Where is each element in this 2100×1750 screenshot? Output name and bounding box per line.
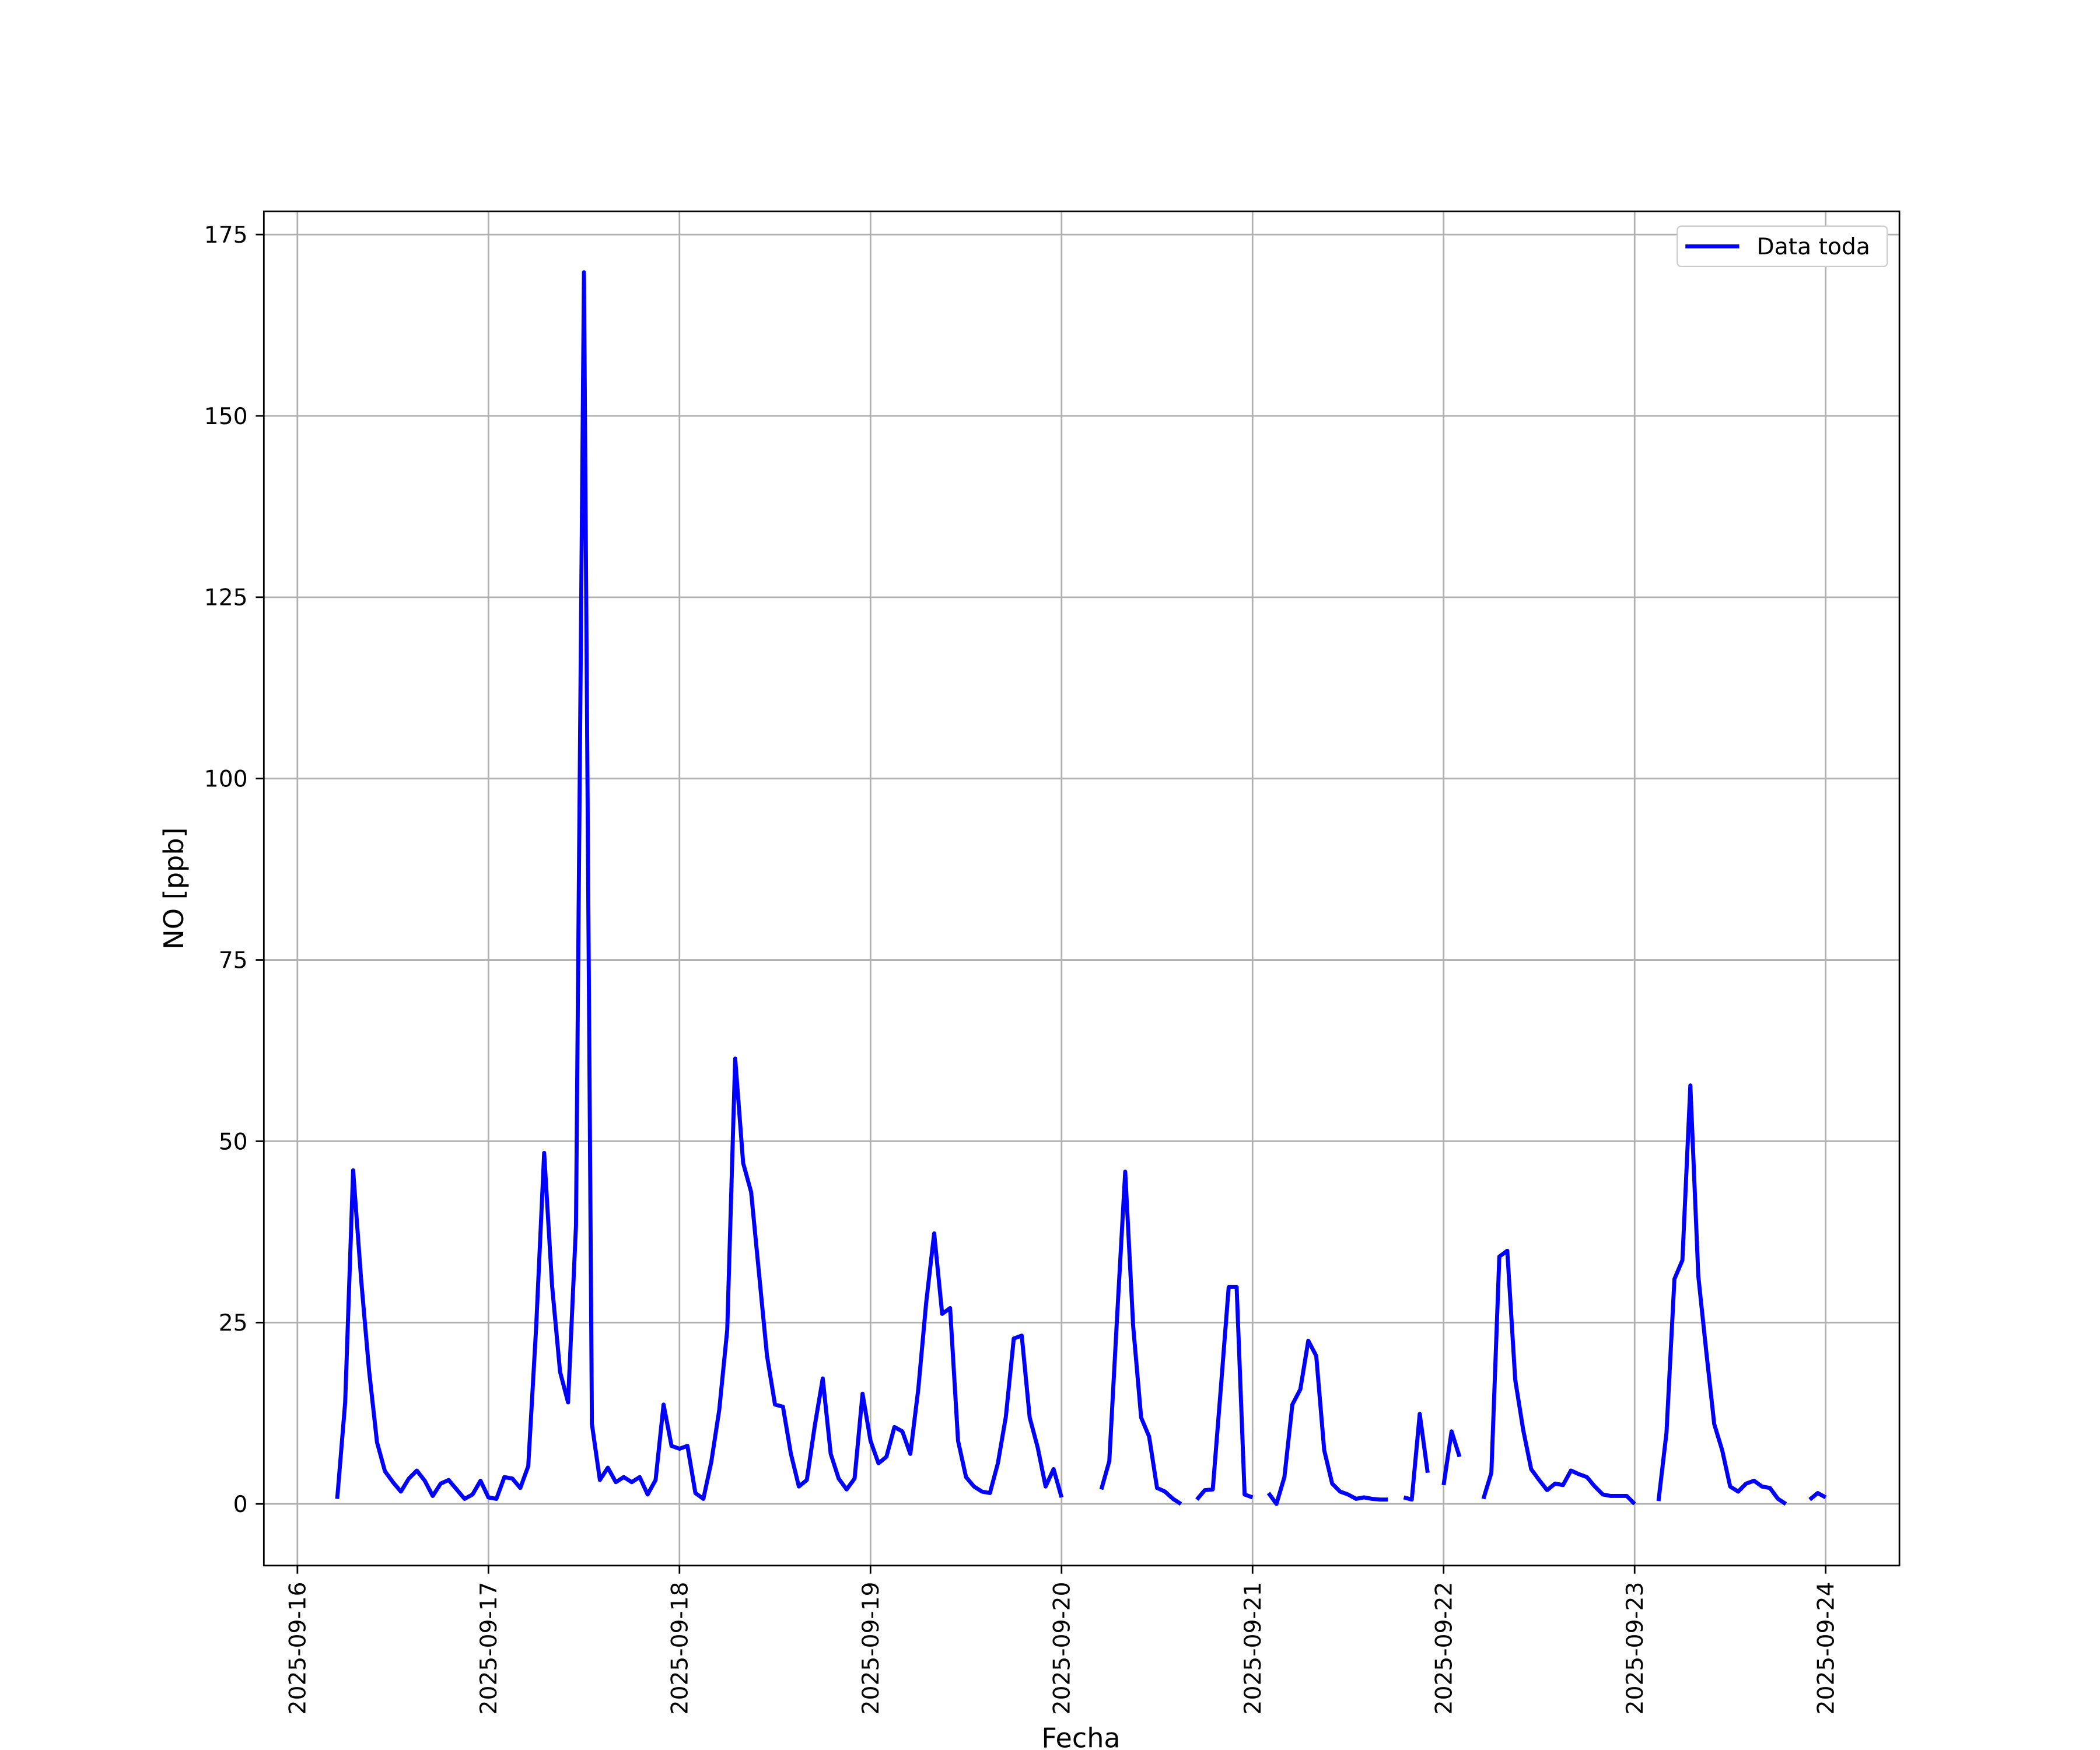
x-tick-label: 2025-09-21 — [1240, 1582, 1266, 1715]
y-tick-label: 125 — [204, 585, 248, 611]
grid — [264, 211, 1900, 1566]
legend: Data toda — [1676, 225, 1888, 268]
axes-frame — [262, 210, 1901, 1567]
x-tick-label: 2025-09-19 — [858, 1582, 884, 1715]
x-tick-label: 2025-09-24 — [1814, 1582, 1840, 1715]
axes: 0 25 50 75 100 125 150 175 2025-09-16 2025-09-17 2… — [204, 222, 1840, 1715]
x-tick-label: 2025-09-18 — [667, 1582, 694, 1715]
plot-area — [335, 270, 1827, 1506]
x-axis-label: Fecha — [1041, 1722, 1120, 1750]
y-axis-label: NO [ppb] — [158, 827, 190, 949]
y-tick-label: 0 — [233, 1492, 248, 1518]
y-tick-label: 100 — [204, 766, 248, 793]
x-tick-label: 2025-09-23 — [1622, 1582, 1648, 1715]
data-line — [335, 270, 1827, 1506]
y-tick-label: 25 — [219, 1310, 248, 1336]
y-tick-label: 175 — [204, 222, 248, 249]
y-tick-label: 150 — [204, 404, 248, 430]
y-tick-label: 50 — [219, 1129, 248, 1155]
x-tick-label: 2025-09-17 — [476, 1582, 502, 1715]
y-tick-label: 75 — [219, 947, 248, 974]
x-tick-label: 2025-09-20 — [1049, 1582, 1076, 1715]
legend-label: Data toda — [1757, 234, 1870, 260]
x-tick-label: 2025-09-16 — [285, 1582, 312, 1715]
legend-box — [1676, 225, 1888, 268]
x-tick-label: 2025-09-22 — [1432, 1582, 1458, 1715]
